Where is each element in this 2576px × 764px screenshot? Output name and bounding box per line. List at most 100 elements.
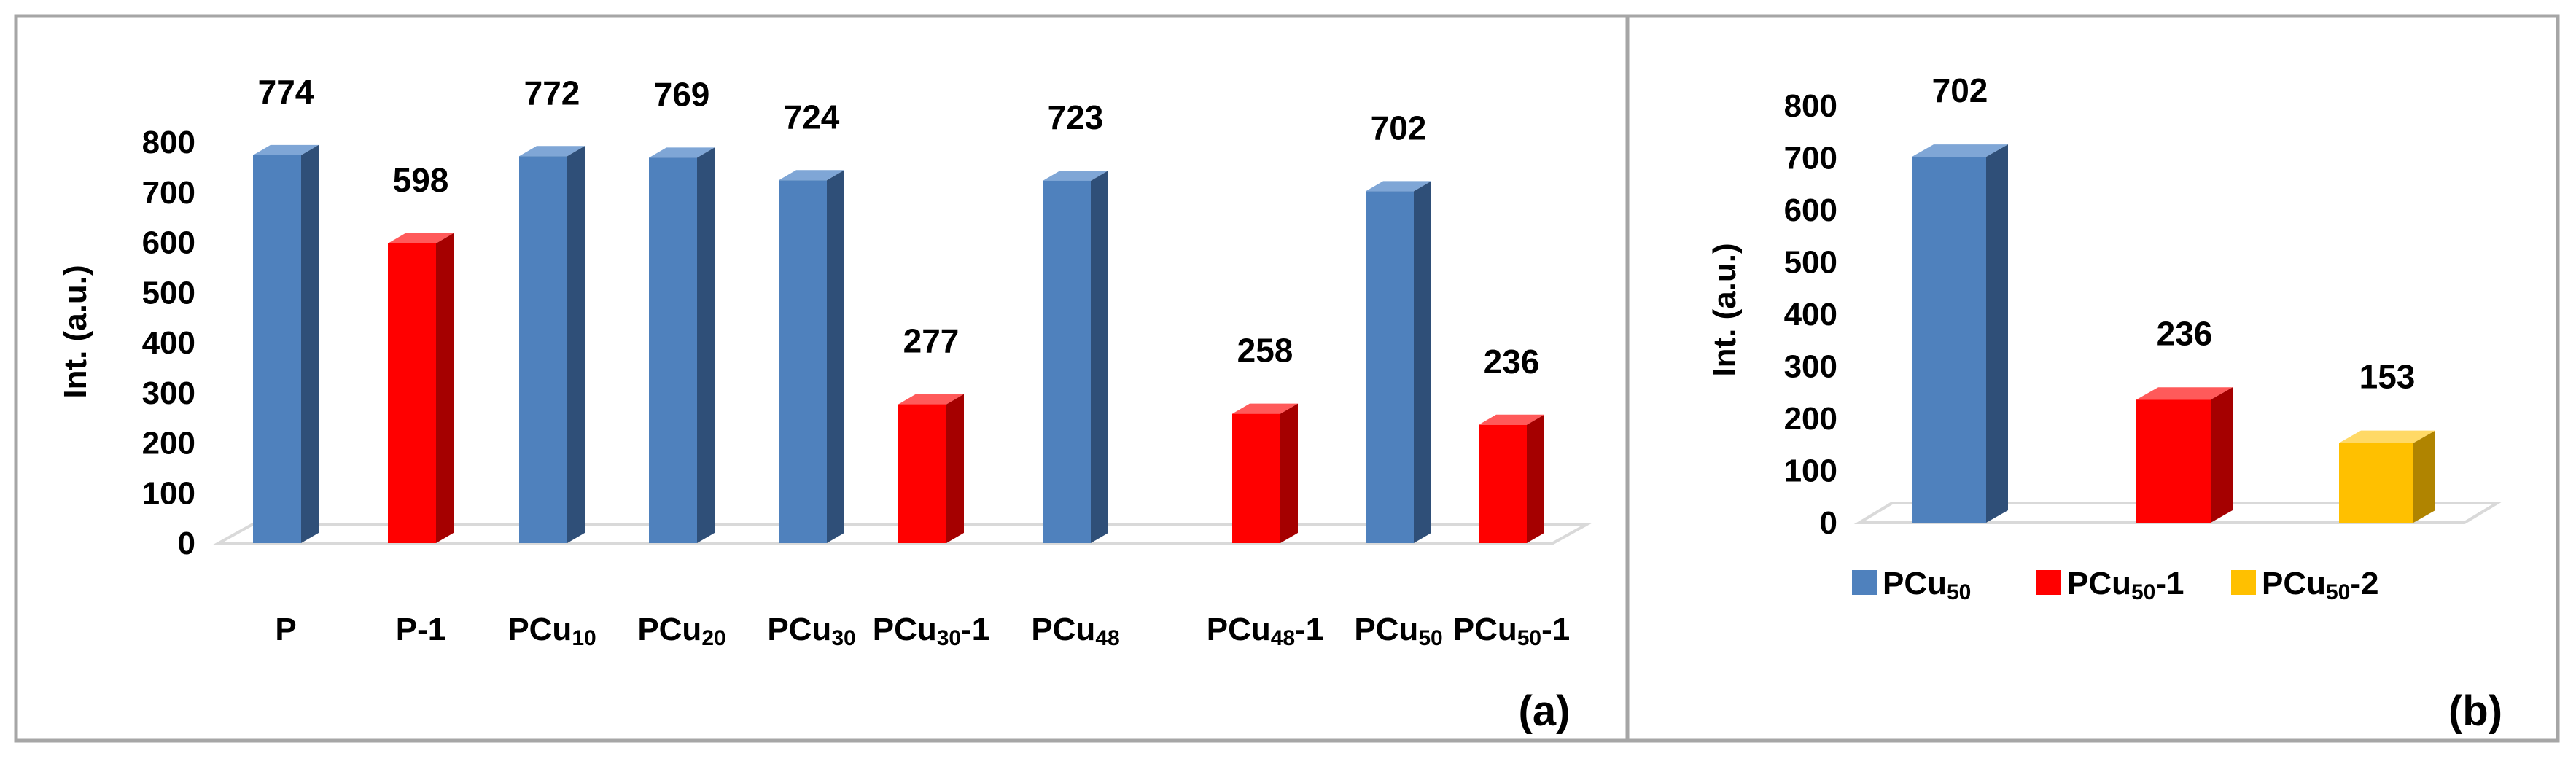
panel-a-bar (253, 144, 319, 543)
panel-a-category-label: PCu30-1 (873, 612, 990, 650)
panel-a-bar (1043, 170, 1108, 543)
panel-b: Int. (a.u.) 0 100 200 300 400 500 600 700 800 70… (1707, 71, 2503, 735)
panel-b-bar-top (1912, 144, 2008, 157)
panel-a-label: (a) (1519, 687, 1571, 735)
panel-a-category-label: P-1 (396, 612, 445, 647)
panel-a-category-label-subscript: 10 (572, 626, 596, 650)
panel-a-value-label: 258 (1237, 332, 1293, 370)
panel-b-value-label: 236 (2157, 314, 2213, 352)
panel-b-legend-swatch (1852, 570, 1877, 595)
panel-b-bar-top (2339, 430, 2435, 443)
panel-b-value-label: 153 (2359, 358, 2416, 396)
panel-a-bar-top (388, 233, 454, 243)
panel-b-legend: PCu50 PCu50-1 PCu50-2 (1852, 566, 2379, 604)
panel-b-bar (1912, 144, 2008, 523)
panel-a-bar (1232, 403, 1298, 543)
panel-b-legend-swatch (2231, 570, 2256, 595)
panel-a-bar-front (1043, 180, 1091, 543)
panel-b-y-tick: 400 (1784, 297, 1837, 332)
panel-a-value-label: 772 (524, 74, 580, 112)
panel-a-category-label: PCu30 (767, 612, 855, 650)
panel-a-y-tick-labels: 0 100 200 300 400 500 600 700 800 (142, 125, 195, 561)
panel-a-bar-front (1366, 191, 1414, 543)
panel-a-category-label-subscript: 48 (1271, 626, 1295, 650)
panel-a-ylabel: Int. (a.u.) (58, 265, 93, 398)
panel-a-category-label: PCu10 (507, 612, 596, 650)
panel-a-category-label-subscript: 30 (831, 626, 855, 650)
panel-a-bar-side (946, 394, 964, 543)
panel-b-value-labels: 702 236 153 (1932, 71, 2416, 396)
panel-a-category-label-main: PCu (873, 612, 937, 647)
panel-b-legend-label-subscript: 50 (1947, 580, 1971, 604)
panel-a-category-label: PCu50 (1354, 612, 1442, 650)
panel-a-value-label: 723 (1048, 98, 1104, 136)
panel-a-y-tick: 500 (142, 275, 195, 311)
panel-a-bars (253, 144, 1544, 543)
panel-b-value-label: 702 (1932, 71, 1988, 109)
panel-a-bar-front (1232, 413, 1280, 543)
panel-b-legend-label-main: PCu (2067, 566, 2131, 601)
panel-a-value-label: 236 (1484, 343, 1540, 381)
panel-a-category-label-suffix: -1 (1541, 612, 1570, 647)
panel-a-category-label: PCu20 (637, 612, 725, 650)
panel-b-bar-front (2339, 443, 2413, 523)
panel-b-bar-side (2211, 387, 2233, 523)
panel-a-bar-top (1479, 414, 1544, 425)
panel-b-legend-label-suffix: -1 (2155, 566, 2184, 601)
panel-a-category-label-subscript: 50 (1517, 626, 1541, 650)
panel-b-legend-label-main: PCu (2262, 566, 2326, 601)
panel-a-category-label-subscript: 50 (1418, 626, 1442, 650)
panel-a-category-label-subscript: 20 (701, 626, 725, 650)
panel-a-category-label-main: P-1 (396, 612, 445, 647)
panel-a-category-label-main: P (275, 612, 296, 647)
panel-b-legend-label-subscript: 50 (2131, 580, 2155, 604)
panel-a-category-label: PCu50-1 (1453, 612, 1571, 650)
panel-a-bar-side (301, 144, 319, 543)
panel-b-y-tick: 800 (1784, 88, 1837, 124)
panel-a-value-label: 277 (903, 322, 960, 360)
panel-a-bar-side (1414, 181, 1431, 543)
panel-a-bar-side (1091, 170, 1108, 543)
panel-a-y-tick: 600 (142, 225, 195, 261)
panel-b-legend-label: PCu50-1 (2067, 566, 2184, 604)
panel-a-bar-front (1479, 424, 1527, 543)
panel-a-bar-side (1527, 414, 1544, 543)
panel-b-bar-front (1912, 157, 1986, 523)
panel-a-bar-front (388, 243, 436, 543)
panel-a-category-label: P (275, 612, 296, 647)
panel-a-y-tick: 200 (142, 426, 195, 461)
panel-a-category-label-subscript: 30 (937, 626, 961, 650)
panel-a-y-tick: 400 (142, 325, 195, 361)
panel-a-category-label-main: PCu (1207, 612, 1271, 647)
panel-a-category-label: PCu48 (1031, 612, 1119, 650)
panel-b-y-tick: 600 (1784, 192, 1837, 228)
panel-a-bar (1366, 181, 1431, 543)
panel-b-y-tick: 700 (1784, 141, 1837, 176)
panel-a-bar (898, 394, 964, 543)
panel-a-category-label-suffix: -1 (1295, 612, 1323, 647)
panel-a-category-label-main: PCu (767, 612, 831, 647)
panel-b-legend-item: PCu50-2 (2231, 566, 2379, 604)
panel-b-border (1625, 14, 2560, 743)
panel-a-bar (1479, 414, 1544, 543)
panel-b-bar (2136, 387, 2233, 523)
panel-a-value-labels: 774 598 772 769 724 277 723 258 702 236 (258, 73, 1540, 381)
panel-a-bar (779, 170, 844, 543)
panel-a-y-tick: 0 (178, 526, 195, 561)
panel-a-value-label: 724 (784, 98, 840, 136)
panel-b-ylabel: Int. (a.u.) (1707, 243, 1743, 376)
panel-a-bar-front (519, 156, 567, 543)
panel-b-legend-label-subscript: 50 (2326, 580, 2350, 604)
panel-a-value-label: 774 (258, 73, 314, 111)
panel-a-bar-side (827, 170, 844, 543)
panel-a-bar-side (1280, 403, 1298, 543)
panel-b-legend-item: PCu50 (1852, 566, 1971, 604)
panel-a-category-label-subscript: 48 (1095, 626, 1119, 650)
panel-a-category-label-main: PCu (1031, 612, 1095, 647)
panel-a-bar-top (779, 170, 844, 181)
panel-a-y-tick: 800 (142, 125, 195, 160)
panel-a-bar-front (898, 404, 946, 543)
panel-a-category-label-main: PCu (1354, 612, 1418, 647)
panel-a-bar-side (697, 147, 715, 543)
panel-b-y-tick-labels: 0 100 200 300 400 500 600 700 800 (1784, 88, 1837, 541)
